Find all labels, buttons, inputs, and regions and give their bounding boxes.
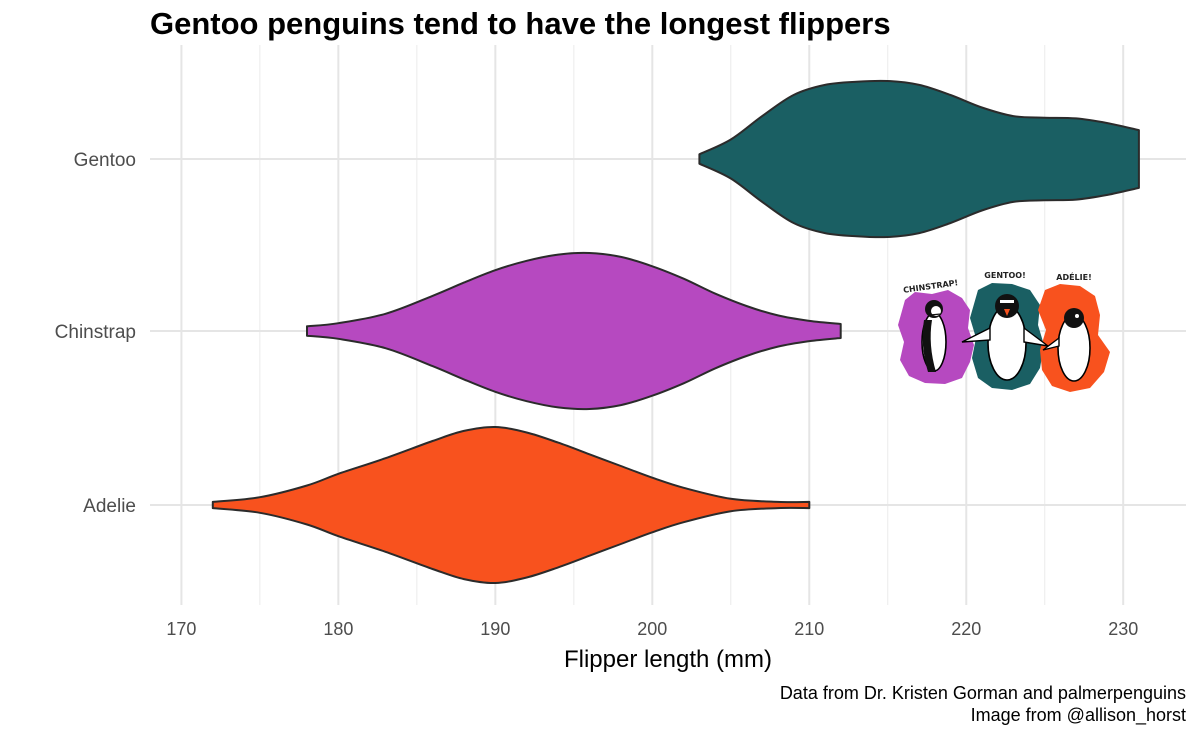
- y-tick-label-adelie: Adelie: [83, 496, 136, 517]
- adelie-eye: [1075, 314, 1079, 318]
- adelie-flipper: [1042, 336, 1060, 351]
- x-tick-label: 200: [637, 619, 667, 639]
- chinstrap-strap: [929, 313, 942, 316]
- violin-adelie: [211, 425, 811, 585]
- caption-line-1: Data from Dr. Kristen Gorman and palmerp…: [779, 683, 1186, 703]
- y-tick-label-chinstrap: Chinstrap: [55, 322, 136, 343]
- chart-title: Gentoo penguins tend to have the longest…: [150, 6, 891, 41]
- x-tick-labels: 170 180 190 200 210 220 230: [166, 619, 1138, 639]
- x-axis-title: Flipper length (mm): [564, 646, 772, 673]
- caption: Data from Dr. Kristen Gorman and palmerp…: [780, 682, 1186, 726]
- label-gentoo: GENTOO!: [984, 271, 1025, 280]
- x-tick-label: 190: [480, 619, 510, 639]
- x-tick-label: 170: [166, 619, 196, 639]
- y-tick-label-gentoo: Gentoo: [74, 150, 136, 171]
- violin-gentoo: [698, 79, 1140, 239]
- chinstrap-back: [922, 320, 936, 372]
- violin-chinstrap: [306, 251, 842, 411]
- gentoo-beak: [1004, 309, 1010, 316]
- chinstrap-face: [931, 306, 941, 316]
- label-adelie: ADÉLIE!: [1056, 271, 1091, 282]
- penguin-illustration: CHINSTRAP! GENTOO! ADÉLIE!: [898, 271, 1110, 392]
- gentoo-eyepatch: [1000, 300, 1014, 303]
- gentoo-flipper-right: [1023, 326, 1049, 347]
- y-tick-labels: Adelie Chinstrap Gentoo: [55, 150, 136, 517]
- x-tick-label: 220: [951, 619, 981, 639]
- x-tick-label: 210: [794, 619, 824, 639]
- x-tick-label: 230: [1108, 619, 1138, 639]
- violins: [211, 79, 1140, 585]
- adelie-head: [1064, 308, 1084, 328]
- x-tick-label: 180: [323, 619, 353, 639]
- gentoo-flipper-left: [961, 326, 991, 343]
- caption-line-2: Image from @allison_horst: [970, 705, 1186, 725]
